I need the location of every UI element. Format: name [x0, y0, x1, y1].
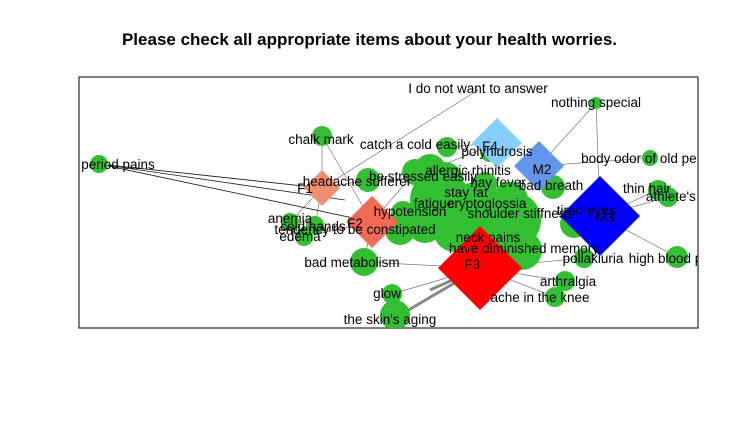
- node-anemia: [281, 213, 299, 231]
- edge-f1-i-do-not-want-to-answer: [321, 90, 478, 189]
- label-be-stressed-easily: be stressed easily: [369, 169, 477, 184]
- label-tendency-to-be-constipated: tendency to be constipated: [274, 222, 435, 237]
- label-i-do-not-want-to-answer: I do not want to answer: [408, 81, 548, 96]
- edge-period-pains-2: [98, 163, 346, 201]
- label-cold-hands: cold hands: [280, 219, 346, 234]
- plot-title: Please check all appropriate items about…: [121, 30, 618, 49]
- label-headache-sufferer: headache sufferer: [303, 174, 412, 189]
- node-chalk-mark: [312, 126, 332, 146]
- hub-m2: [514, 141, 564, 191]
- hub-f4: [472, 118, 522, 168]
- hub-f1: [304, 170, 340, 206]
- label-allergic-rhinitis: allergic rhinitis: [425, 163, 511, 178]
- label-body-odor-of-old-person: body odor of old person: [581, 151, 723, 166]
- node-cold-hands: [306, 216, 324, 234]
- hub-f3: [438, 226, 522, 310]
- node-edema: [295, 228, 313, 246]
- hub-label-f1: F1: [297, 181, 313, 196]
- node-arthralgia: [555, 271, 575, 291]
- hub-label-m3: M3: [596, 210, 615, 225]
- label-catch-a-cold-easily: catch a cold easily: [360, 137, 471, 152]
- label-polyhidrosis: polyhidrosis: [461, 144, 533, 159]
- label-cryptoglossia: cryptoglossia: [448, 196, 527, 211]
- hub-label-m2: M2: [533, 162, 552, 177]
- node-glow: [382, 284, 402, 304]
- label-ache-in-the-knee: ache in the knee: [490, 290, 589, 305]
- label-the-skin-s-aging: the skin's aging: [344, 312, 437, 327]
- node-be-stressed-easily: [402, 159, 428, 185]
- label-stay-fat: stay fat: [444, 185, 488, 200]
- hub-f2: [346, 196, 398, 248]
- node-bad-metabolism: [350, 248, 378, 276]
- edge-period-pains-1: [98, 163, 373, 223]
- label-athlete-s-foot: athlete's foot: [646, 189, 722, 204]
- node-high-blood-pressure: [666, 246, 688, 268]
- label-arthralgia: arthralgia: [540, 274, 597, 289]
- node-body-odor-of-old-person: [642, 150, 658, 166]
- edge-period-pains-0: [98, 163, 323, 189]
- hub-label-f4: F4: [482, 139, 498, 154]
- hub-label-f3: F3: [464, 257, 480, 272]
- label-tired-eyes: tired eyes: [557, 203, 616, 218]
- label-pollakiuria: pollakiuria: [563, 251, 624, 266]
- node-cryptoglossia: [443, 193, 467, 217]
- node-fatigue: [418, 193, 442, 217]
- label-thin-hair: thin hair: [623, 181, 672, 196]
- label-nothing-special: nothing special: [551, 95, 641, 110]
- label-hypotension: hypotension: [374, 204, 447, 219]
- node-the-skin-s-aging: [380, 300, 410, 328]
- label-have-diminished-memory: have diminished memory: [449, 241, 599, 256]
- label-high-blood-pressure: high blood pressure: [629, 251, 739, 266]
- label-shoulder-stiffness: shoulder stiffness: [468, 206, 573, 221]
- node-headache-sufferer: [356, 168, 380, 192]
- node-period-pains: [90, 155, 108, 173]
- hub-m3: [560, 176, 640, 256]
- hub-label-f2: F2: [347, 216, 363, 231]
- label-neck-pains: neck pains: [456, 230, 521, 245]
- node-athlete-s-foot: [658, 187, 678, 207]
- node-ache-in-the-knee: [545, 287, 565, 307]
- label-chalk-mark: chalk mark: [288, 132, 354, 147]
- label-anemia: anemia: [268, 211, 313, 226]
- node-catch-a-cold-easily: [437, 137, 457, 157]
- label-bad-metabolism: bad metabolism: [304, 255, 399, 270]
- label-hay-fever: hay fever: [470, 175, 526, 190]
- label-glow: glow: [373, 286, 401, 301]
- node-nothing-special: [590, 97, 602, 109]
- label-edema: edema: [279, 229, 321, 244]
- label-fatigue: fatigue: [414, 196, 455, 211]
- label-period-pains: period pains: [81, 157, 155, 172]
- node-pollakiuria: [574, 248, 594, 268]
- label-bad-breath: bad breath: [519, 178, 584, 193]
